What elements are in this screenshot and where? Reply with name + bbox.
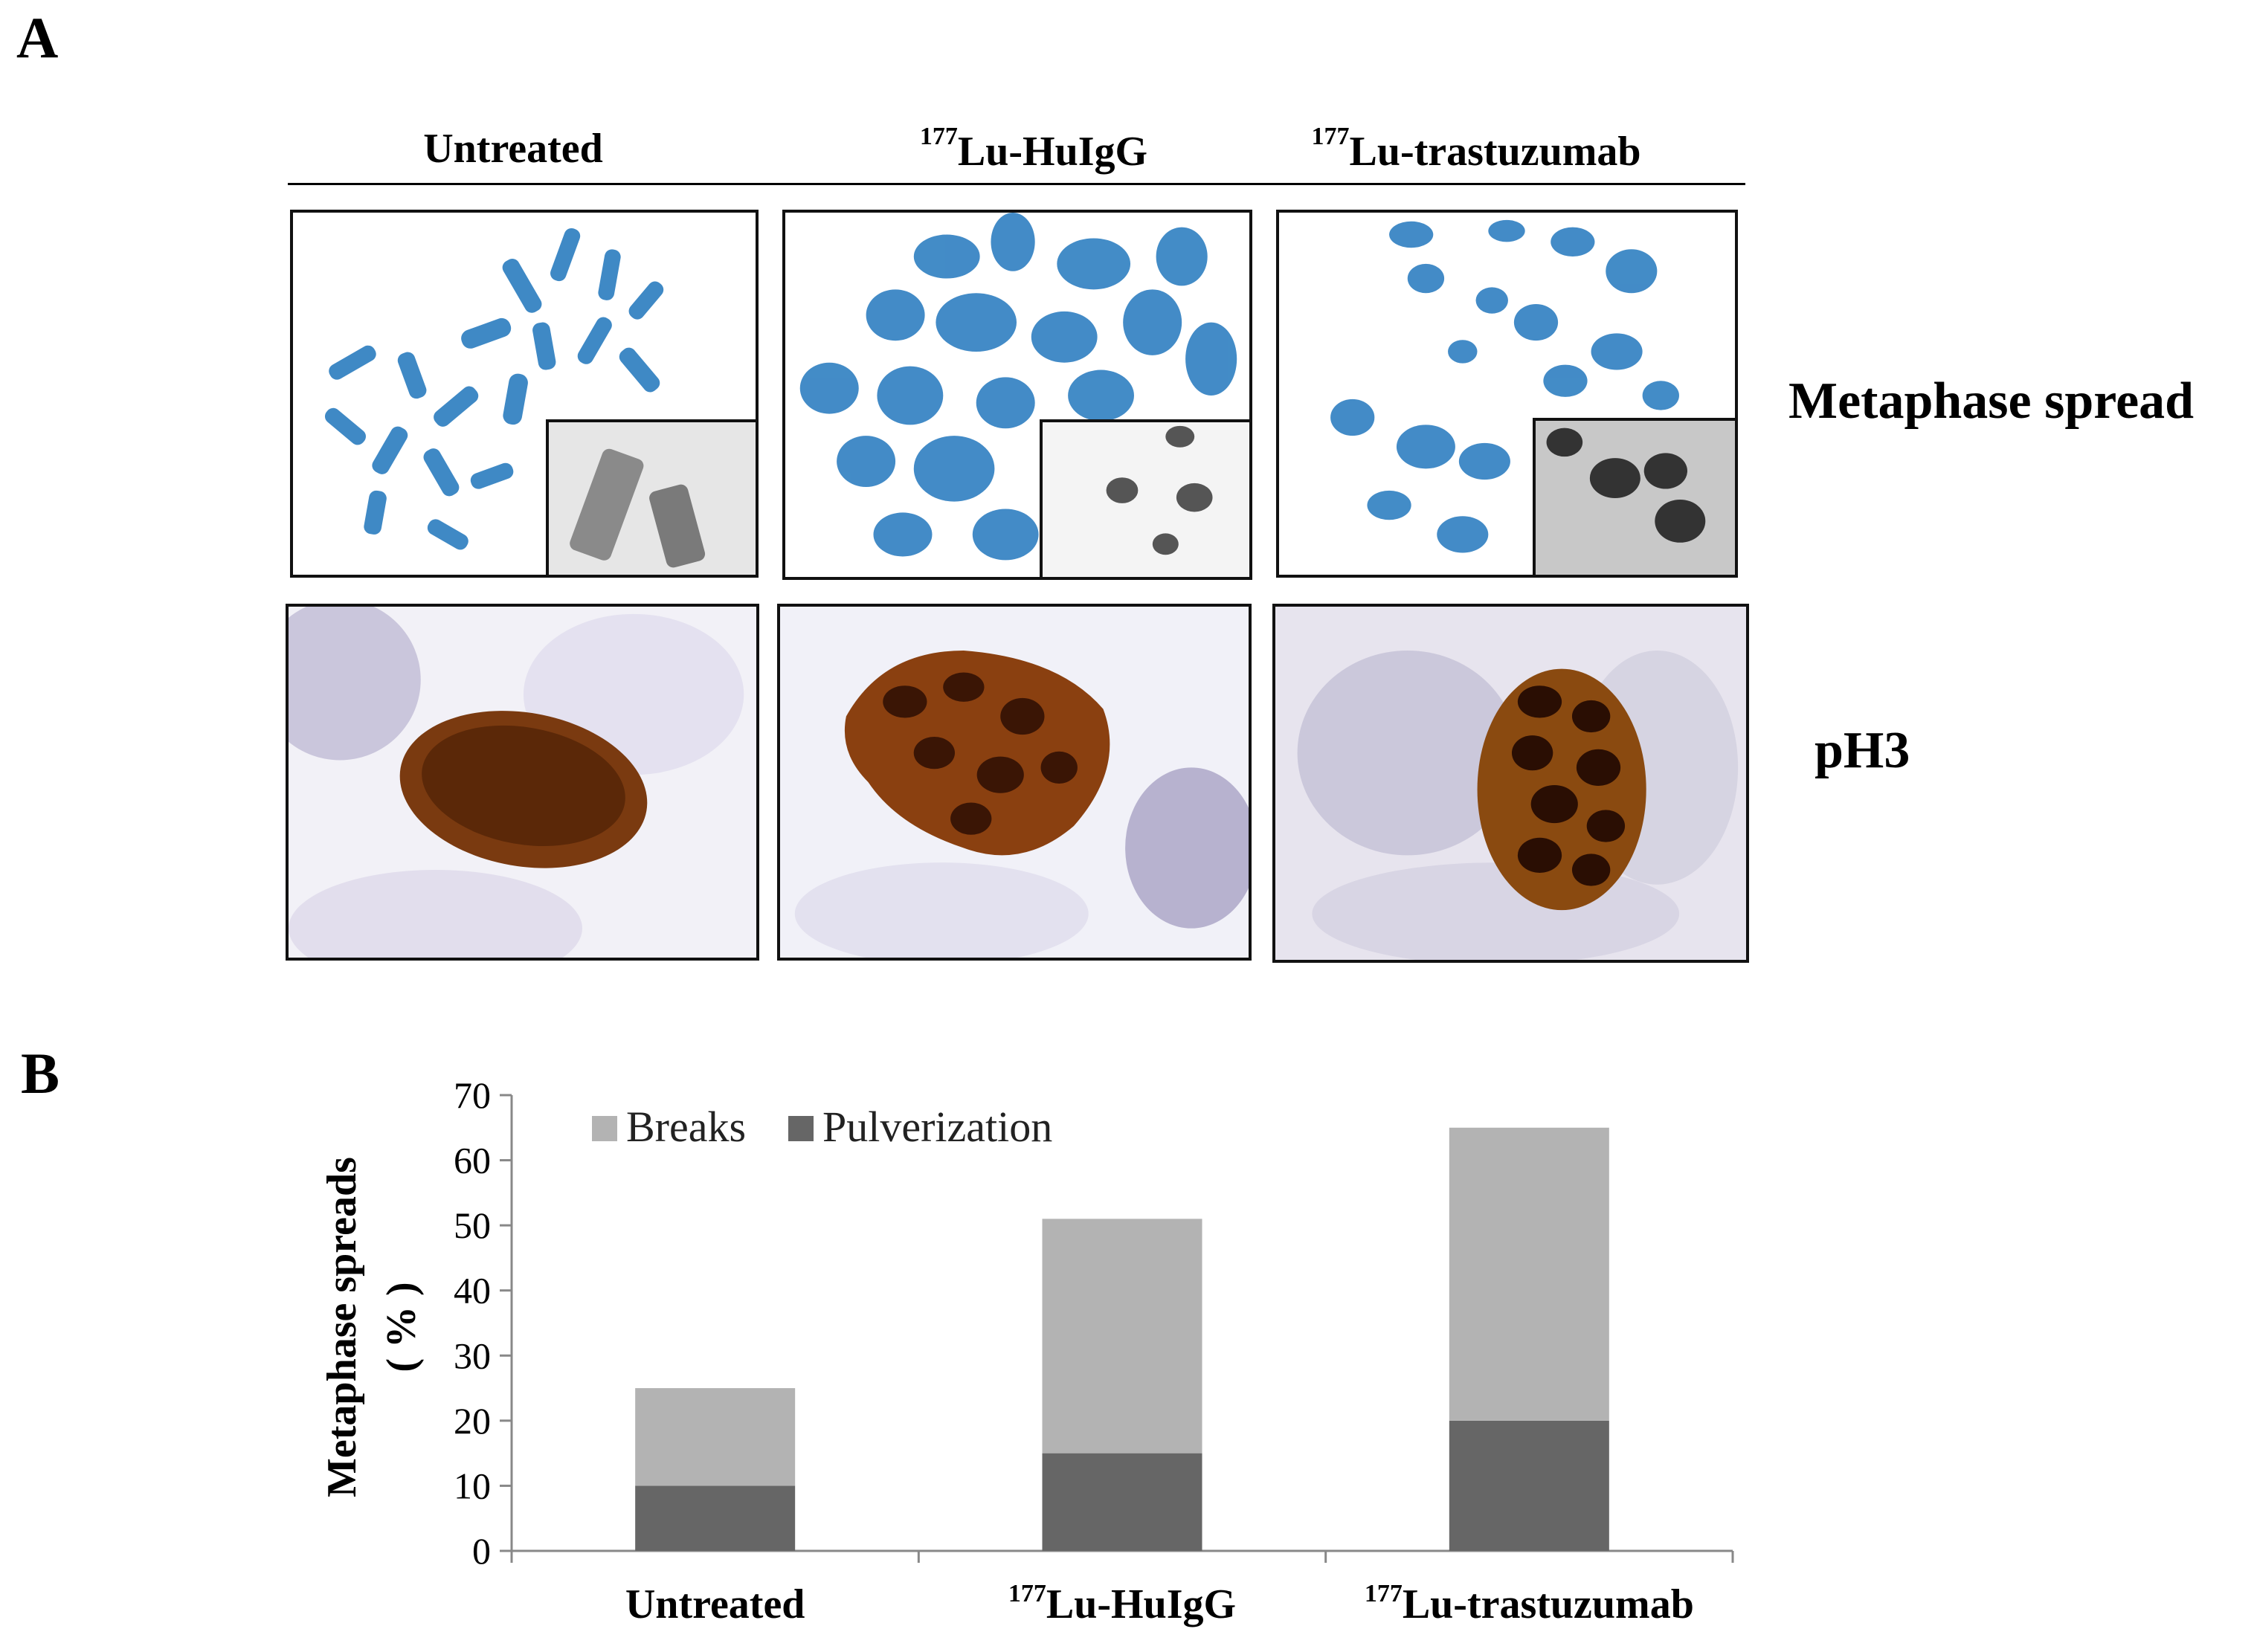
y-axis-label: Metaphase spreads xyxy=(319,1157,365,1497)
y-axis-label-unit: ( % ) xyxy=(379,1282,425,1372)
column-header-sup: 177 xyxy=(1311,123,1350,151)
column-header-label: Lu-HuIgG xyxy=(957,129,1148,175)
bar-pulverization-2 xyxy=(1449,1420,1609,1551)
y-tick-label: 30 xyxy=(454,1335,491,1376)
row-label-metaphase: Metaphase spread xyxy=(1788,372,2195,430)
ph3-image-untreated xyxy=(286,604,759,961)
bar-breaks-2 xyxy=(1449,1127,1609,1421)
metaphase-inset-trastuzumab xyxy=(1533,418,1735,575)
ph3-image-huigg xyxy=(777,604,1252,961)
y-tick-label: 70 xyxy=(454,1074,491,1116)
bar-breaks-0 xyxy=(635,1388,796,1486)
y-tick-label: 0 xyxy=(472,1530,491,1572)
bar-pulverization-1 xyxy=(1042,1453,1202,1551)
legend-label: Breaks xyxy=(626,1103,746,1151)
column-header-untreated: Untreated xyxy=(387,125,640,172)
metaphase-image-untreated xyxy=(290,210,759,578)
bar-pulverization-0 xyxy=(635,1485,796,1551)
legend-label: Pulverization xyxy=(822,1103,1052,1151)
bar-breaks-1 xyxy=(1042,1219,1202,1453)
metaphase-image-trastuzumab xyxy=(1276,210,1738,578)
x-category-label: 177Lu-trastuzumab xyxy=(1365,1580,1694,1627)
column-header-sup: 177 xyxy=(919,123,958,151)
legend-swatch xyxy=(788,1116,814,1141)
y-tick-label: 20 xyxy=(454,1400,491,1442)
x-category-label: 177Lu-HuIgG xyxy=(1008,1580,1236,1627)
y-tick-label: 10 xyxy=(454,1465,491,1506)
row-label-ph3: pH3 xyxy=(1815,722,1910,779)
legend-swatch xyxy=(592,1116,617,1141)
metaphase-inset-huigg xyxy=(1040,419,1249,577)
column-header-trastuzumab: 177Lu-trastuzumab xyxy=(1287,123,1666,175)
column-header-label: Untreated xyxy=(423,126,603,172)
y-tick-label: 50 xyxy=(454,1204,491,1246)
metaphase-image-huigg xyxy=(782,210,1252,580)
metaphase-inset-untreated xyxy=(546,419,756,575)
panel-b-letter: B xyxy=(21,1041,60,1106)
y-tick-label: 40 xyxy=(454,1270,491,1311)
panel-a-letter: A xyxy=(16,5,59,70)
x-category-label: Untreated xyxy=(625,1581,805,1627)
column-header-label: Lu-trastuzumab xyxy=(1349,129,1641,175)
column-header-huigg: 177Lu-HuIgG xyxy=(878,123,1190,175)
column-header-rule xyxy=(288,183,1745,185)
y-tick-label: 60 xyxy=(454,1140,491,1181)
ph3-image-trastuzumab xyxy=(1272,604,1749,963)
